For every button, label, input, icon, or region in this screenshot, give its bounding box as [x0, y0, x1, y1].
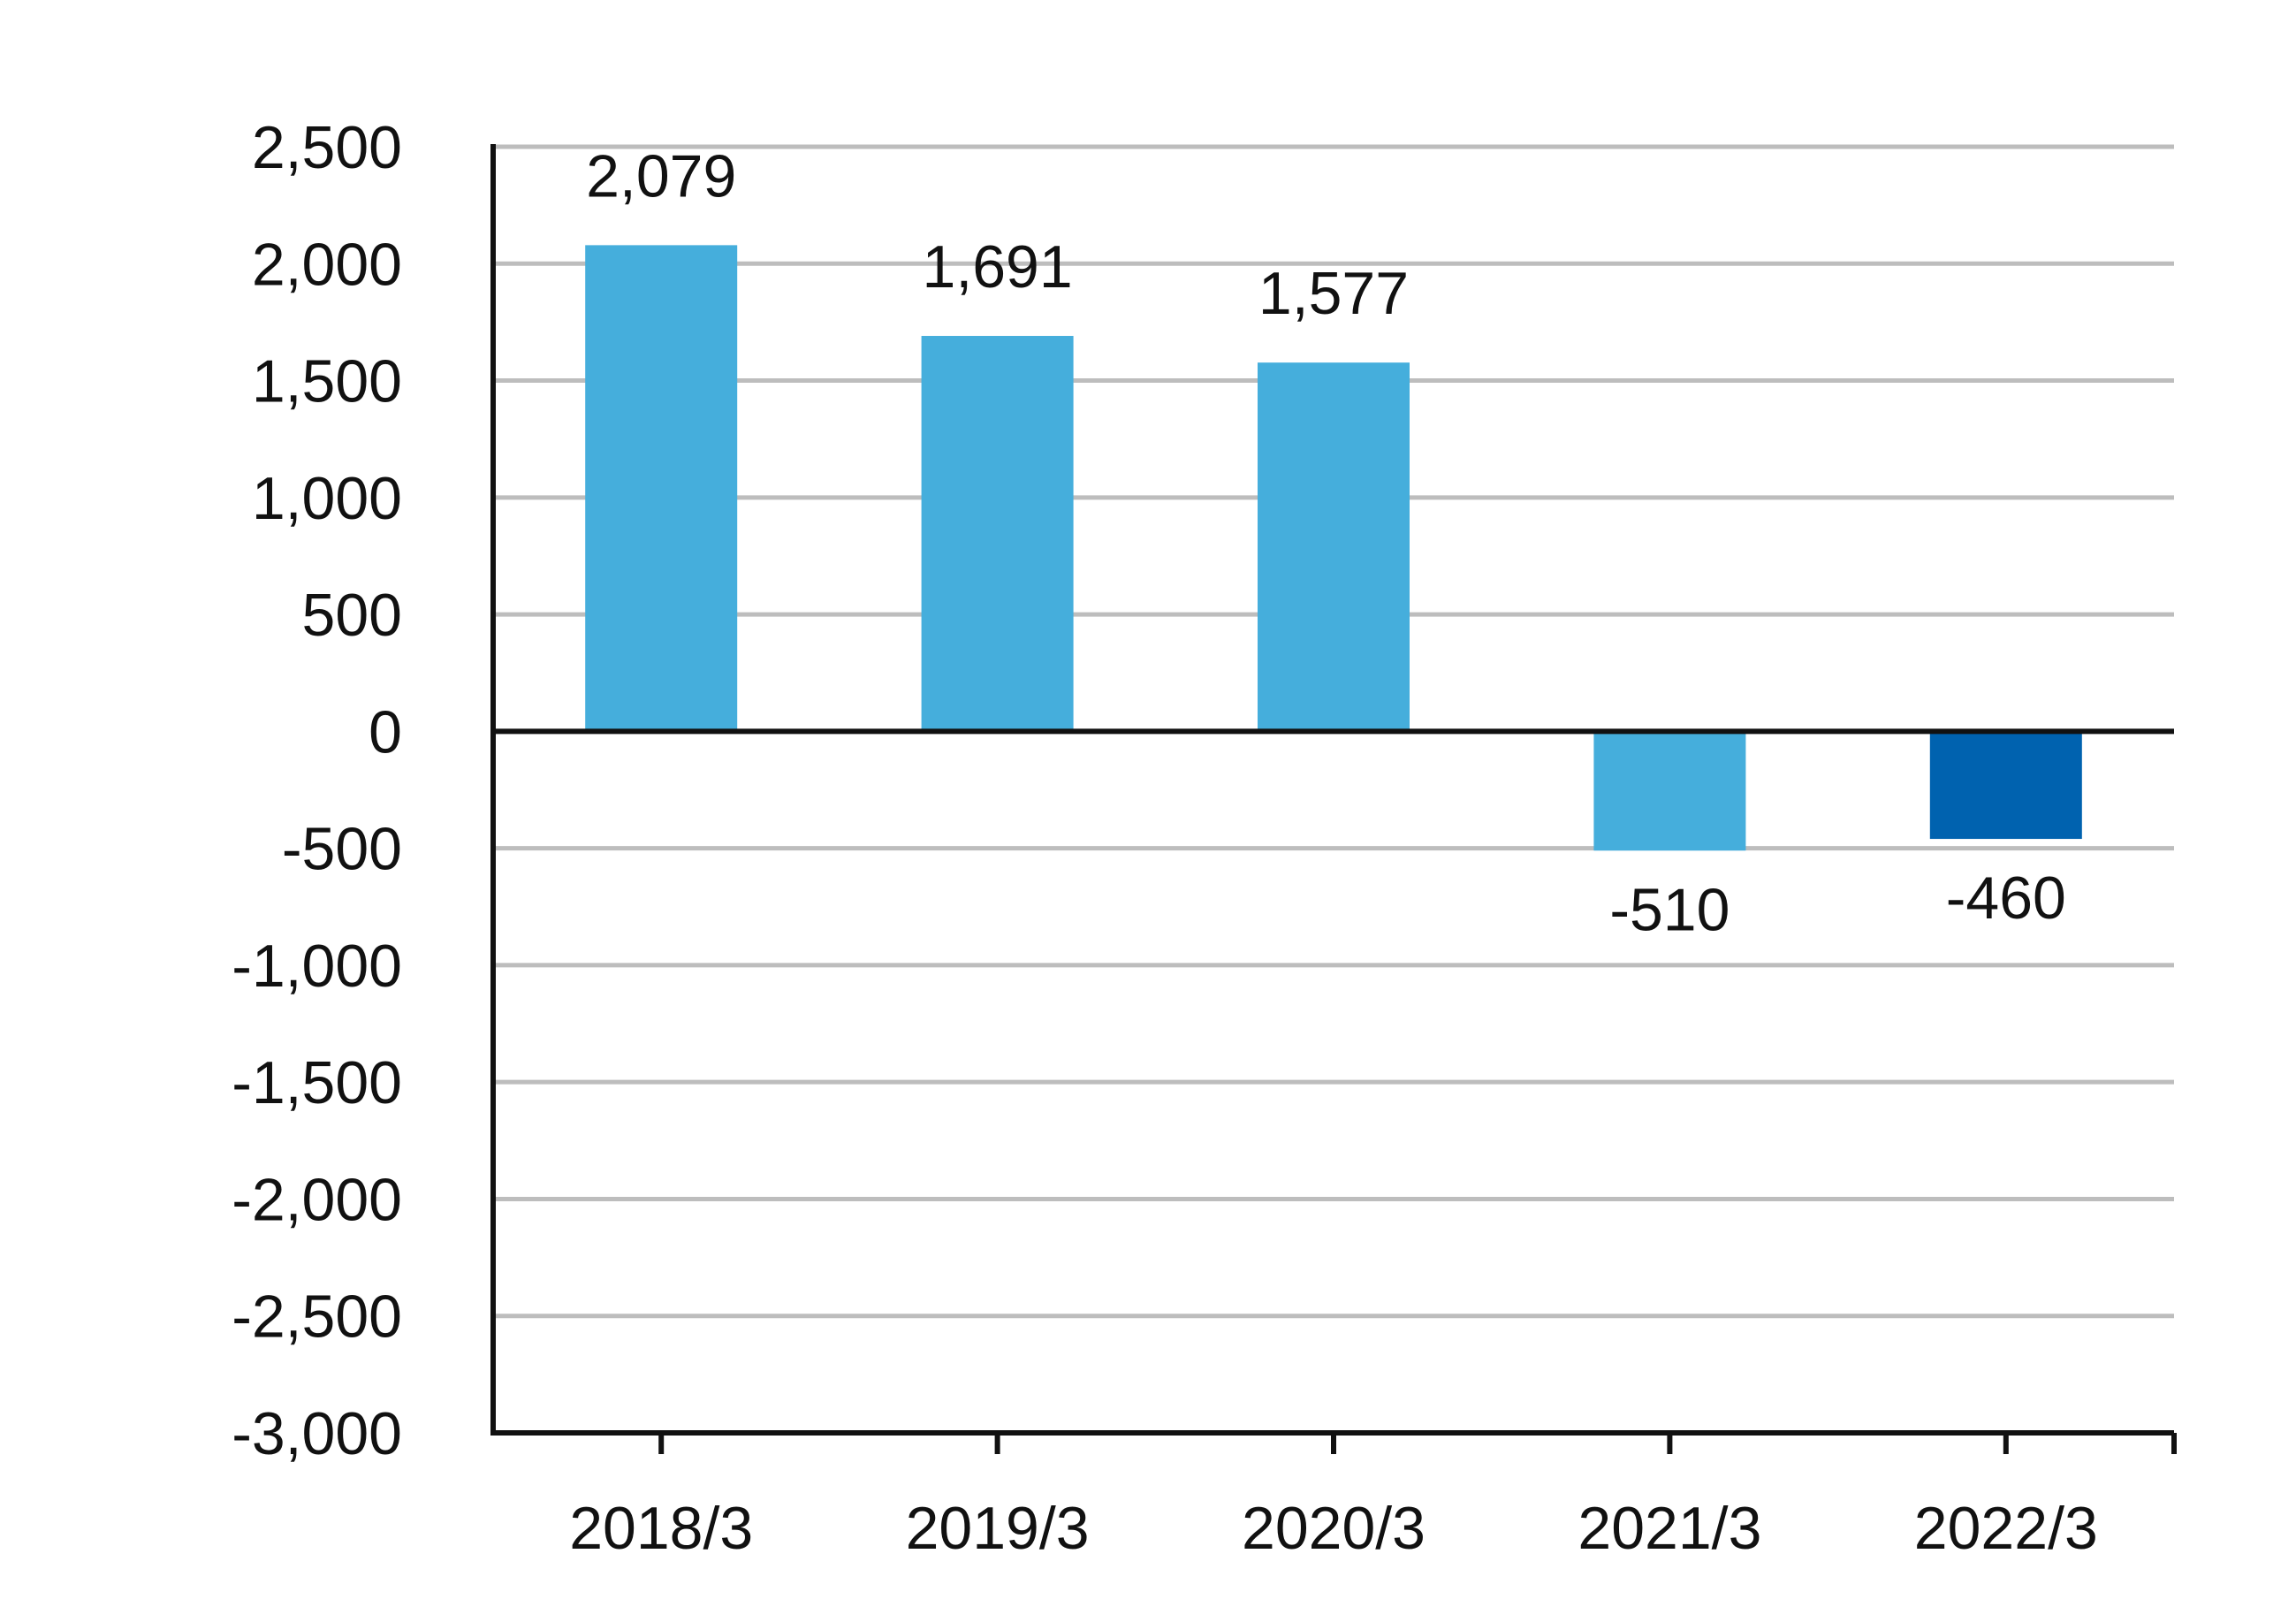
y-tick-label: -1,500 [232, 1049, 402, 1116]
data-label: -510 [1609, 876, 1730, 943]
y-tick-label: 2,000 [252, 231, 402, 298]
y-tick-label: -3,000 [232, 1400, 402, 1467]
x-tick-label: 2018/3 [569, 1495, 753, 1562]
y-tick-label: 1,500 [252, 348, 402, 415]
y-tick-label: -2,500 [232, 1283, 402, 1351]
x-tick-label: 2020/3 [1242, 1495, 1425, 1562]
x-tick-label: 2022/3 [1914, 1495, 2098, 1562]
data-label: 1,577 [1258, 260, 1409, 327]
bar [1258, 362, 1410, 732]
labels: 2,500 2,000 1,500 1,000 500 0 -500 -1,000 -1,500… [232, 114, 2098, 1562]
x-tick-label: 2021/3 [1578, 1495, 1761, 1562]
data-label: -460 [1946, 864, 2066, 932]
axes [490, 144, 2177, 1454]
bar [585, 245, 738, 732]
bar [921, 336, 1074, 732]
bar [1593, 731, 1746, 851]
y-tick-label: 0 [369, 698, 402, 765]
data-label: 2,079 [586, 142, 736, 209]
bars [585, 245, 2082, 851]
x-tick-label: 2019/3 [906, 1495, 1090, 1562]
y-tick-label: 500 [302, 582, 402, 649]
y-tick-label: -2,000 [232, 1166, 402, 1233]
y-tick-label: 2,500 [252, 114, 402, 181]
data-label: 1,691 [923, 233, 1073, 301]
y-tick-label: -500 [282, 816, 402, 883]
bar [1929, 731, 2082, 840]
y-tick-label: -1,000 [232, 933, 402, 1000]
y-tick-label: 1,000 [252, 465, 402, 532]
